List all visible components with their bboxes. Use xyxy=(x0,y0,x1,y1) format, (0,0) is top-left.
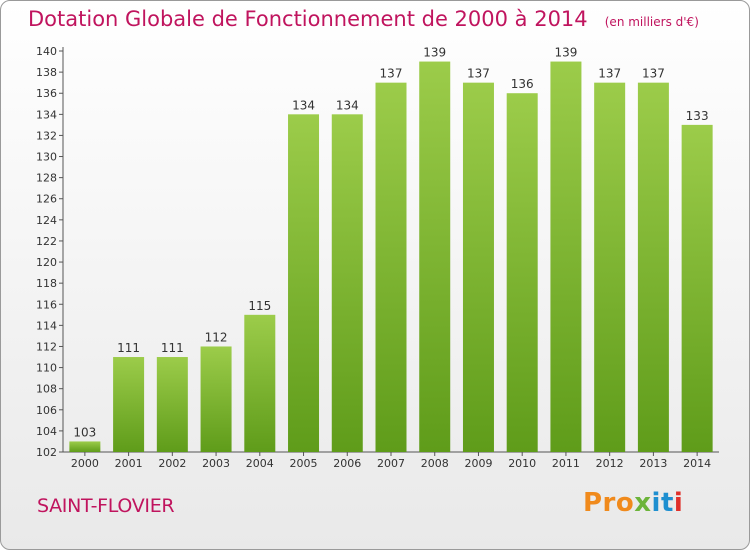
x-tick-label: 2011 xyxy=(552,457,580,470)
x-tick-label: 2014 xyxy=(683,457,711,470)
chart-subtitle: (en milliers d'€) xyxy=(604,15,699,29)
bar-2003 xyxy=(200,346,232,452)
bar-2002 xyxy=(156,357,188,452)
y-tick-label: 136 xyxy=(36,87,57,100)
y-tick-label: 104 xyxy=(36,425,57,438)
y-tick-label: 114 xyxy=(36,319,57,332)
x-tick-label: 2001 xyxy=(115,457,143,470)
x-tick-label: 2008 xyxy=(421,457,449,470)
bar-value-label: 139 xyxy=(554,46,577,60)
axis-layer: 102 104 106 108 110 112 114 116 118 120 122 124 126 1… xyxy=(36,45,719,459)
bar-value-label: 134 xyxy=(292,98,315,112)
y-tick-label: 130 xyxy=(36,151,57,164)
y-tick-label: 112 xyxy=(36,340,57,353)
x-tick-label: 2005 xyxy=(290,457,318,470)
x-tick-label: 2010 xyxy=(508,457,536,470)
logo-part-it: it xyxy=(651,488,674,518)
bar-value-label: 111 xyxy=(117,341,140,355)
bar-value-label: 112 xyxy=(205,330,228,344)
x-tick-label: 2009 xyxy=(464,457,492,470)
y-tick-label: 108 xyxy=(36,383,57,396)
x-tick-label: 2006 xyxy=(333,457,361,470)
x-tick-label: 2013 xyxy=(639,457,667,470)
y-tick-label: 124 xyxy=(36,214,57,227)
bar-value-label: 133 xyxy=(686,109,709,123)
chart-title-block: Dotation Globale de Fonctionnement de 20… xyxy=(28,7,699,31)
bar-2011 xyxy=(550,61,582,452)
x-tick-label: 2003 xyxy=(202,457,230,470)
bar-value-label: 103 xyxy=(73,425,96,439)
x-tick-label: 2012 xyxy=(596,457,624,470)
bar-value-label: 136 xyxy=(511,77,534,91)
y-tick-label: 132 xyxy=(36,129,57,142)
y-tick-label: 116 xyxy=(36,298,57,311)
y-tick-label: 102 xyxy=(36,446,57,459)
y-tick-label: 140 xyxy=(36,45,57,58)
logo-part-i: i xyxy=(673,488,684,518)
bar-value-label: 137 xyxy=(380,67,403,81)
bar-2006 xyxy=(331,114,363,452)
bar-2009 xyxy=(462,82,494,452)
bar-value-label: 111 xyxy=(161,341,184,355)
y-tick-label: 110 xyxy=(36,362,57,375)
bar-2010 xyxy=(506,93,538,453)
label-layer: 103 2000 111 2001 111 2002 112 2003 115 2004 134 20… xyxy=(71,46,711,470)
city-name: SAINT-FLOVIER xyxy=(37,495,175,517)
bar-value-label: 137 xyxy=(642,67,665,81)
x-tick-label: 2007 xyxy=(377,457,405,470)
bar-2008 xyxy=(419,61,451,452)
bar-2012 xyxy=(594,82,626,452)
proxiti-logo: Proxiti xyxy=(583,488,683,518)
logo-part-pro: Pro xyxy=(583,488,635,518)
bar-value-label: 134 xyxy=(336,98,359,112)
y-tick-label: 122 xyxy=(36,235,57,248)
bar-value-label: 139 xyxy=(423,46,446,60)
y-tick-label: 118 xyxy=(36,277,57,290)
y-tick-label: 106 xyxy=(36,404,57,417)
bar-2005 xyxy=(288,114,320,452)
bar-2004 xyxy=(244,314,276,452)
bar-2014 xyxy=(681,124,713,453)
bar-layer xyxy=(69,61,713,453)
bar-value-label: 137 xyxy=(598,67,621,81)
logo-part-x: x xyxy=(634,488,652,518)
y-tick-label: 128 xyxy=(36,172,57,185)
chart-title: Dotation Globale de Fonctionnement de 20… xyxy=(28,7,588,31)
bar-2001 xyxy=(113,357,145,452)
bar-2007 xyxy=(375,82,407,452)
x-tick-label: 2004 xyxy=(246,457,274,470)
x-tick-label: 2002 xyxy=(158,457,186,470)
y-tick-label: 126 xyxy=(36,193,57,206)
y-tick-label: 120 xyxy=(36,256,57,269)
x-tick-label: 2000 xyxy=(71,457,99,470)
bar-value-label: 137 xyxy=(467,67,490,81)
bar-2013 xyxy=(637,82,669,452)
bar-value-label: 115 xyxy=(248,299,271,313)
y-tick-label: 138 xyxy=(36,66,57,79)
bar-2000 xyxy=(69,441,101,452)
y-tick-label: 134 xyxy=(36,108,57,121)
